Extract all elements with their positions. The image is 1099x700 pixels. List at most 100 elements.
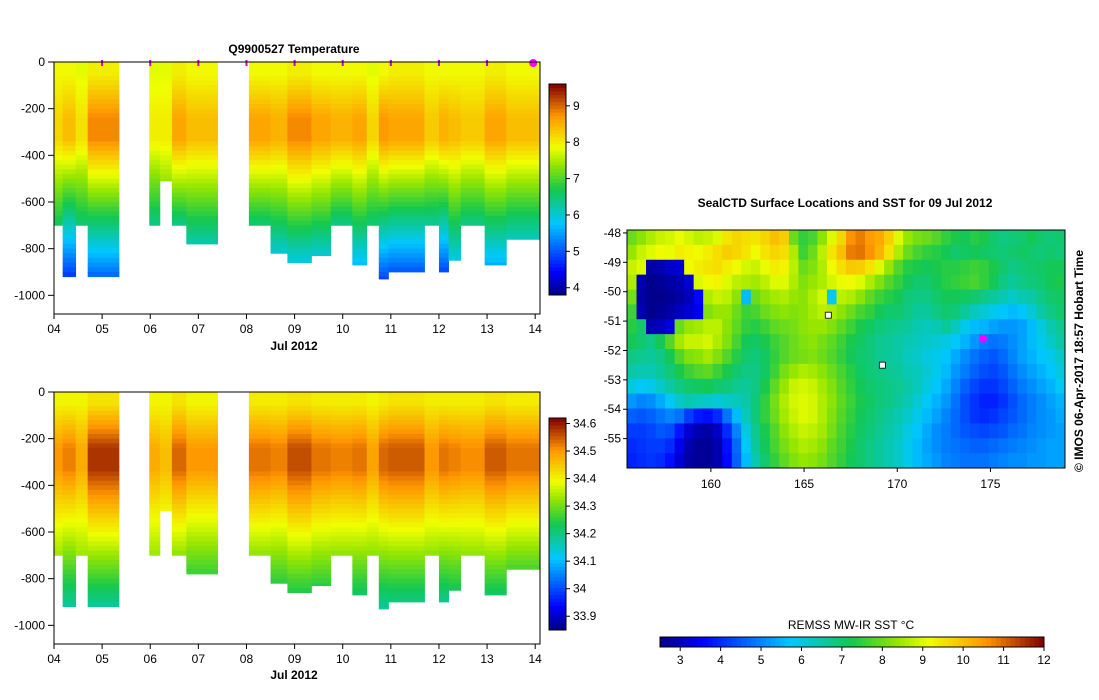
profile-cell (248, 434, 271, 440)
profile-cell (171, 424, 187, 430)
profile-cell (378, 272, 389, 278)
profile-cell (506, 536, 541, 542)
profile-cell (75, 438, 89, 444)
profile-cell (388, 206, 425, 212)
profile-cell (149, 183, 161, 189)
colorbar-segment (549, 513, 566, 518)
profile-cell (159, 178, 173, 182)
sst-cell (922, 319, 933, 335)
sst-cell (865, 438, 876, 454)
sst-cell (750, 334, 761, 350)
profile-cell (159, 443, 173, 449)
sst-cell (931, 349, 942, 365)
lon-tick-label: 170 (887, 477, 907, 491)
sst-cell (655, 408, 666, 424)
profile-cell (149, 80, 161, 86)
profile-cell (484, 62, 507, 68)
sst-colorbar-segment (1029, 637, 1035, 647)
profile-cell (149, 174, 161, 180)
profile-cell (388, 164, 425, 170)
lon-tick-label: 165 (794, 477, 814, 491)
profile-cell (448, 452, 461, 458)
sst-cell (731, 438, 742, 454)
colorbar-segment (549, 98, 566, 103)
profile-cell (248, 66, 271, 72)
sst-colorbar-segment (1024, 637, 1031, 647)
colorbar-segment (549, 516, 566, 521)
colorbar-segment (549, 622, 566, 627)
profile-cell (186, 462, 219, 468)
profile-cell (171, 178, 187, 184)
profile-cell (75, 462, 89, 468)
colorbar-segment (549, 108, 566, 113)
profile-cell (171, 99, 187, 105)
profile-cell (287, 164, 312, 170)
profile-cell (311, 164, 332, 170)
colorbar-segment (549, 161, 566, 166)
profile-cell (424, 485, 440, 491)
profile-cell (87, 406, 120, 412)
y-tick-label: -200 (21, 102, 45, 116)
profile-cell (438, 108, 449, 114)
profile-cell (424, 155, 440, 161)
profile-cell (424, 452, 440, 458)
profile-cell (484, 536, 507, 542)
sst-cell (979, 423, 990, 439)
profile-cell (484, 466, 507, 472)
profile-cell (378, 174, 389, 180)
profile-cell (159, 424, 173, 430)
profile-cell (54, 499, 64, 505)
sst-cell (722, 349, 733, 365)
profile-cell (149, 169, 161, 175)
sst-cell (836, 438, 847, 454)
profile-cell (352, 410, 368, 416)
profile-cell (352, 466, 368, 472)
profile-cell (438, 583, 449, 589)
profile-cell (248, 532, 271, 538)
sst-cell (1036, 274, 1047, 291)
profile-cell (287, 160, 312, 166)
profile-cell (87, 155, 120, 161)
profile-cell (506, 192, 541, 198)
profile-cell (75, 164, 89, 170)
profile-cell (506, 108, 541, 114)
profile-cell (311, 471, 332, 477)
profile-cell (484, 471, 507, 477)
profile-cell (87, 578, 120, 584)
sst-cell (1017, 378, 1028, 395)
sst-colorbar-segment (669, 637, 675, 647)
colorbar-segment (549, 235, 566, 240)
profile-cell (424, 438, 440, 444)
profile-cell (378, 253, 389, 259)
profile-cell (424, 216, 440, 222)
sst-map-chart: SealCTD Surface Locations and SST for 09… (604, 196, 1066, 667)
profile-cell (186, 522, 219, 528)
colorbar-segment (549, 284, 566, 289)
profile-cell (378, 457, 389, 463)
sst-cell (788, 393, 799, 410)
profile-cell (438, 183, 449, 189)
sst-cell (874, 453, 885, 469)
profile-cell (171, 108, 187, 114)
profile-cell (54, 448, 64, 454)
profile-cell (506, 415, 541, 421)
colorbar-segment (549, 231, 566, 236)
profile-cell (248, 513, 271, 519)
profile-cell (87, 429, 120, 435)
profile-cell (159, 396, 173, 402)
profile-cell (311, 392, 332, 398)
sst-cell (1017, 230, 1028, 246)
profile-cell (438, 104, 449, 110)
profile-cell (378, 606, 389, 610)
sst-cell (960, 408, 971, 424)
profile-cell (248, 396, 271, 402)
profile-cell (506, 85, 541, 91)
profile-cell (484, 588, 507, 594)
sst-cell (855, 363, 866, 380)
profile-cell (378, 62, 389, 68)
profile-cell (460, 127, 486, 133)
profile-cell (484, 462, 507, 468)
profile-cell (149, 536, 161, 542)
colorbar-segment (549, 171, 566, 176)
profile-cell (270, 555, 288, 561)
